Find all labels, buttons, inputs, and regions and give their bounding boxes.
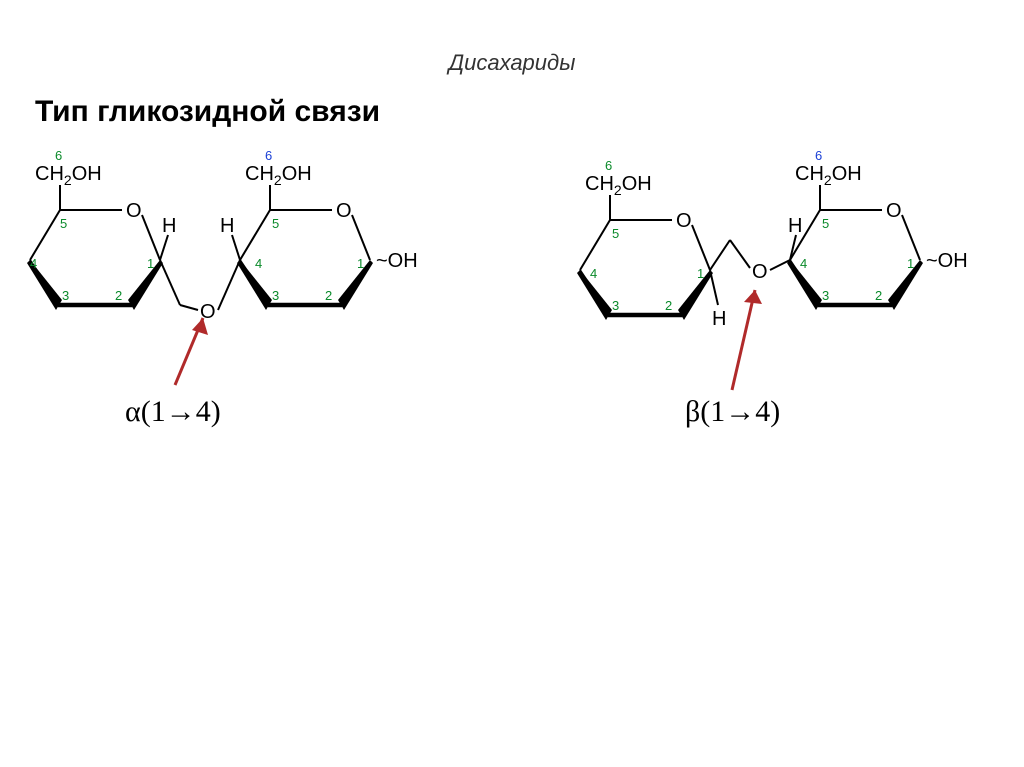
svg-text:4: 4 xyxy=(590,266,597,281)
svg-text:4: 4 xyxy=(800,256,807,271)
alpha-ring-right: O CH2OH 6 1 2 3 4 5 H ~OH xyxy=(220,150,418,310)
svg-text:CH2OH: CH2OH xyxy=(795,163,862,188)
beta-bond-label: β(1→4) xyxy=(685,395,780,429)
svg-text:~OH: ~OH xyxy=(376,250,418,272)
svg-text:3: 3 xyxy=(612,298,619,313)
svg-text:6: 6 xyxy=(815,150,822,163)
svg-text:O: O xyxy=(336,200,352,222)
svg-text:6: 6 xyxy=(605,158,612,173)
beta-diagram: O CH2OH 6 1 2 3 4 5 H O O xyxy=(577,150,968,390)
svg-text:CH2OH: CH2OH xyxy=(245,163,312,188)
alpha-diagram: O CH2OH 6 1 2 3 4 5 H O xyxy=(27,150,418,385)
svg-text:2: 2 xyxy=(115,288,122,303)
svg-text:5: 5 xyxy=(612,226,619,241)
svg-text:CH2OH: CH2OH xyxy=(35,163,102,188)
svg-text:CH2OH: CH2OH xyxy=(585,173,652,198)
svg-text:4: 4 xyxy=(30,256,37,271)
svg-text:H: H xyxy=(712,308,726,330)
svg-text:5: 5 xyxy=(60,216,67,231)
svg-text:~OH: ~OH xyxy=(926,250,968,272)
svg-text:O: O xyxy=(886,200,902,222)
svg-text:O: O xyxy=(126,200,142,222)
alpha-left-num6: 6 xyxy=(55,150,62,163)
svg-text:5: 5 xyxy=(272,216,279,231)
diagram-area: O CH2OH 6 1 2 3 4 5 H O xyxy=(0,150,1024,500)
alpha-right-num6: 6 xyxy=(265,150,272,163)
beta-ring-left: O CH2OH 6 1 2 3 4 5 H xyxy=(577,158,726,330)
svg-text:1: 1 xyxy=(147,256,154,271)
svg-text:5: 5 xyxy=(822,216,829,231)
svg-text:H: H xyxy=(788,215,802,237)
svg-text:3: 3 xyxy=(62,288,69,303)
svg-text:1: 1 xyxy=(697,266,704,281)
chemistry-svg: O CH2OH 6 1 2 3 4 5 H O xyxy=(0,150,1024,500)
subtitle: Тип гликозидной связи xyxy=(35,95,380,129)
page-title: Дисахариды xyxy=(0,50,1024,76)
svg-text:H: H xyxy=(220,215,234,237)
svg-text:O: O xyxy=(752,261,768,283)
alpha-bond-label: α(1→4) xyxy=(125,395,221,429)
svg-text:O: O xyxy=(676,210,692,232)
svg-text:2: 2 xyxy=(875,288,882,303)
svg-text:3: 3 xyxy=(822,288,829,303)
beta-ring-right: O CH2OH 6 1 2 3 4 5 H ~OH xyxy=(787,150,968,310)
svg-text:H: H xyxy=(162,215,176,237)
svg-text:2: 2 xyxy=(665,298,672,313)
svg-text:2: 2 xyxy=(325,288,332,303)
svg-text:1: 1 xyxy=(357,256,364,271)
svg-text:3: 3 xyxy=(272,288,279,303)
svg-text:4: 4 xyxy=(255,256,262,271)
alpha-ring-left: O CH2OH 6 1 2 3 4 5 H xyxy=(27,150,176,310)
svg-text:1: 1 xyxy=(907,256,914,271)
